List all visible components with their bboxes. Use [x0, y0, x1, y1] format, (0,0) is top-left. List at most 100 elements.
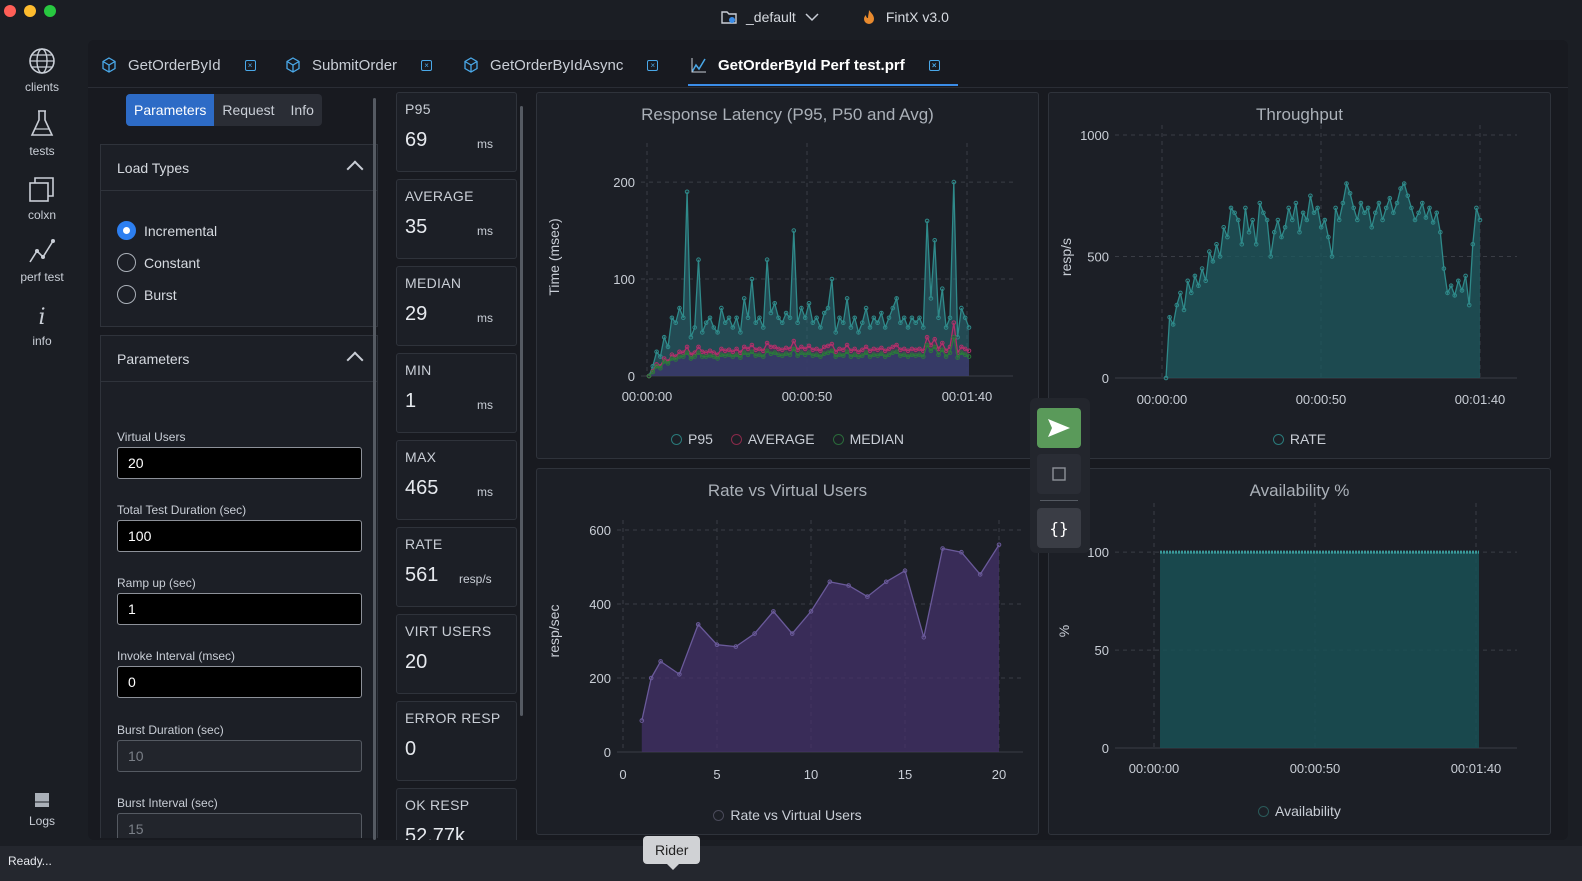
close-window-button[interactable]: [4, 5, 16, 17]
duration-input[interactable]: 100: [117, 520, 362, 552]
throughput-rate-point: [1347, 191, 1353, 196]
tab-perf-test[interactable]: GetOrderById Perf test.prf ×: [690, 54, 940, 76]
legend-availability[interactable]: Availability: [1258, 803, 1341, 819]
latency-average-point: [791, 338, 797, 344]
latency-average-point: [661, 356, 667, 361]
latency-median-point: [928, 348, 934, 354]
metric-rate: RATE 561 resp/s: [396, 527, 517, 607]
latency-average-point: [875, 347, 880, 353]
tab-submitorder[interactable]: SubmitOrder ×: [284, 54, 433, 76]
metrics-scrollbar[interactable]: [520, 106, 523, 716]
nav-colxn[interactable]: colxn: [0, 174, 84, 222]
nav-clients[interactable]: clients: [0, 46, 84, 94]
burst-duration-label: Burst Duration (sec): [117, 723, 224, 737]
close-tab-icon[interactable]: ×: [928, 59, 940, 71]
legend-swatch: [832, 433, 844, 445]
throughput-rate-point: [1239, 242, 1245, 247]
nav-perf-test[interactable]: perf test: [0, 236, 84, 284]
close-tab-icon[interactable]: ×: [647, 59, 659, 71]
throughput-rate-point: [1394, 200, 1400, 206]
chart-title: Rate vs Virtual Users: [707, 481, 868, 500]
burst-interval-label: Burst Interval (sec): [117, 796, 218, 810]
legend-average[interactable]: AVERAGE: [730, 431, 815, 447]
status-text: Ready...: [8, 854, 52, 868]
latency-p95-point: [719, 305, 724, 311]
radio-selected-icon[interactable]: [117, 221, 136, 240]
minimize-window-button[interactable]: [24, 5, 36, 17]
latency-median-point: [715, 356, 720, 361]
legend-p95[interactable]: P95: [670, 431, 713, 447]
y-tick-label: 0: [604, 745, 611, 760]
chevron-down-icon[interactable]: [804, 11, 820, 23]
ramp-up-input[interactable]: 1: [117, 593, 362, 625]
tab-getorderbyidasync[interactable]: GetOrderByIdAsync ×: [462, 54, 659, 76]
latency-median-point: [802, 352, 808, 358]
radio-incremental[interactable]: Incremental: [117, 221, 217, 240]
load-types-header[interactable]: Load Types: [101, 145, 377, 191]
latency-average-point: [841, 347, 846, 353]
close-tab-icon[interactable]: ×: [244, 59, 256, 71]
rate-vs-users-point: [695, 622, 701, 627]
latency-p95-point: [882, 325, 888, 330]
throughput-rate-point: [1181, 307, 1187, 313]
burst-interval-input[interactable]: 15: [117, 813, 362, 838]
latency-median-point: [844, 349, 850, 355]
y-tick-label: 0: [1102, 741, 1109, 756]
y-tick-label: 600: [589, 523, 611, 538]
metric-value: 29: [405, 303, 428, 325]
chart-title: Throughput: [1256, 105, 1343, 124]
parameters-scrollbar[interactable]: [373, 98, 376, 840]
chevron-up-icon[interactable]: [346, 160, 364, 178]
legend-swatch: [670, 433, 682, 445]
invoke-interval-input[interactable]: 0: [117, 666, 362, 698]
throughput-rate-point: [1199, 266, 1205, 271]
throughput-rate-point: [1430, 220, 1436, 225]
legend-label: P95: [687, 431, 713, 447]
subtab-info[interactable]: Info: [290, 102, 314, 118]
latency-median-point: [848, 354, 854, 359]
subtab-parameters[interactable]: Parameters: [126, 94, 215, 126]
latency-p95-point: [959, 305, 964, 311]
throughput-rate-point: [1225, 234, 1230, 240]
latency-median-point: [791, 346, 797, 352]
y-tick-label: 1000: [1080, 128, 1109, 143]
metric-average: AVERAGE 35 ms: [396, 179, 517, 259]
chevron-up-icon[interactable]: [346, 351, 364, 369]
nav-tests[interactable]: tests: [0, 108, 84, 158]
latency-median-point: [684, 350, 690, 356]
stop-button[interactable]: [1037, 454, 1081, 494]
legend-rate-vs-users[interactable]: Rate vs Virtual Users: [713, 807, 862, 823]
throughput-rate-point: [1308, 193, 1313, 199]
cube-icon: [102, 57, 116, 73]
latency-p95-point: [761, 325, 766, 330]
nav-info[interactable]: i info: [0, 302, 84, 348]
radio-constant[interactable]: Constant: [117, 253, 200, 272]
latency-median-point: [799, 350, 804, 356]
radio-icon[interactable]: [117, 285, 136, 304]
legend-label: Availability: [1275, 803, 1341, 819]
section-title: Parameters: [117, 351, 190, 367]
radio-icon[interactable]: [117, 253, 136, 272]
virtual-users-input[interactable]: 20: [117, 447, 362, 479]
close-tab-icon[interactable]: ×: [421, 59, 433, 71]
burst-duration-input[interactable]: 10: [117, 740, 362, 772]
subtab-request[interactable]: Request: [222, 102, 275, 118]
throughput-rate-point: [1365, 205, 1371, 211]
run-button[interactable]: [1037, 408, 1081, 448]
legend-median[interactable]: MEDIAN: [832, 431, 904, 447]
maximize-window-button[interactable]: [44, 5, 56, 17]
title-center: _default FintX v3.0: [720, 8, 949, 26]
legend-rate[interactable]: RATE: [1272, 431, 1326, 447]
radio-burst[interactable]: Burst: [117, 285, 177, 304]
throughput-rate-point: [1221, 225, 1226, 230]
latency-median-point: [875, 353, 880, 358]
latency-average-point: [924, 334, 930, 340]
parameters-header[interactable]: Parameters: [101, 336, 377, 382]
nav-logs[interactable]: Logs: [0, 790, 84, 828]
invoke-interval-label: Invoke Interval (msec): [117, 649, 236, 663]
metric-unit: ms: [477, 485, 493, 499]
rate-vs-users-point: [648, 675, 654, 681]
workspace-name[interactable]: _default: [746, 9, 796, 25]
tab-getorderbyid[interactable]: GetOrderById ×: [100, 54, 256, 76]
json-button[interactable]: {}: [1037, 508, 1081, 548]
